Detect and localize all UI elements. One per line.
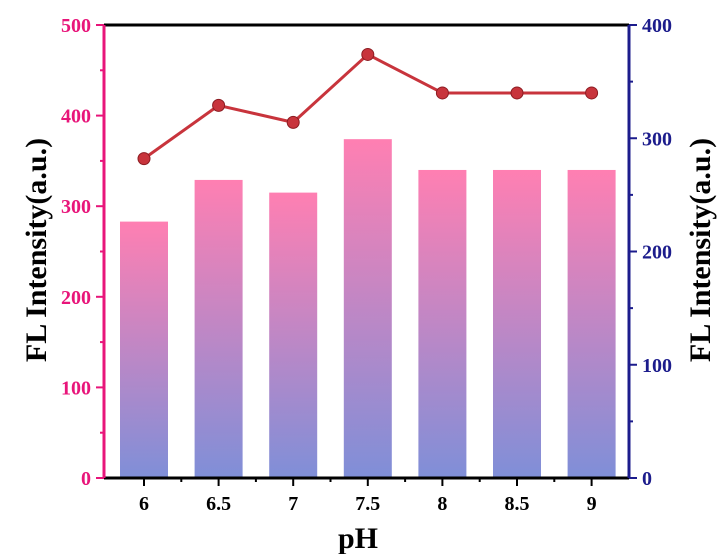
x-tick-label-7.5: 7.5 <box>355 493 380 515</box>
bar-9 <box>567 169 616 478</box>
bar-8.5 <box>493 169 541 478</box>
point-7.5 <box>361 47 375 61</box>
point-7 <box>286 115 300 129</box>
y-tick-label-left-400: 400 <box>61 106 91 128</box>
bar-6 <box>120 221 168 479</box>
x-tick-label-8.5: 8.5 <box>505 493 530 515</box>
y-tick-label-right-0: 0 <box>642 468 652 490</box>
y-tick-label-left-100: 100 <box>61 377 91 399</box>
point-6.5 <box>212 98 226 112</box>
y-tick-label-right-100: 100 <box>642 355 672 377</box>
y-tick-label-left-0: 0 <box>81 468 91 490</box>
y-axis-title-right: FL Intensity(a.u.) <box>684 138 717 362</box>
y-tick-label-left-500: 500 <box>61 15 91 37</box>
bar-7 <box>269 192 318 479</box>
x-tick-label-6.5: 6.5 <box>206 493 231 515</box>
x-tick-label-6: 6 <box>139 493 149 515</box>
x-tick-label-8: 8 <box>437 493 447 515</box>
bar-6.5 <box>194 179 243 478</box>
y-tick-label-right-200: 200 <box>642 242 672 264</box>
bar-7.5 <box>343 139 392 478</box>
line-series <box>137 47 599 166</box>
bar-series <box>120 139 616 479</box>
point-8.5 <box>510 86 524 100</box>
y-tick-label-left-300: 300 <box>61 196 91 218</box>
point-9 <box>585 86 599 100</box>
bar-8 <box>418 169 467 478</box>
x-axis-title: pH <box>338 522 378 554</box>
point-6 <box>137 152 151 166</box>
point-8 <box>435 86 449 100</box>
axes: 6 6.5 7 7.5 8 8.5 9 0 100 200 300 400 500 0 100 200 300 4… <box>61 15 672 515</box>
y-tick-label-left-200: 200 <box>61 287 91 309</box>
x-tick-label-9: 9 <box>587 493 597 515</box>
y-tick-label-right-400: 400 <box>642 15 672 37</box>
y-tick-label-right-300: 300 <box>642 128 672 150</box>
x-tick-label-7: 7 <box>288 493 298 515</box>
y-axis-title-left: FL Intensity(a.u.) <box>20 138 53 362</box>
